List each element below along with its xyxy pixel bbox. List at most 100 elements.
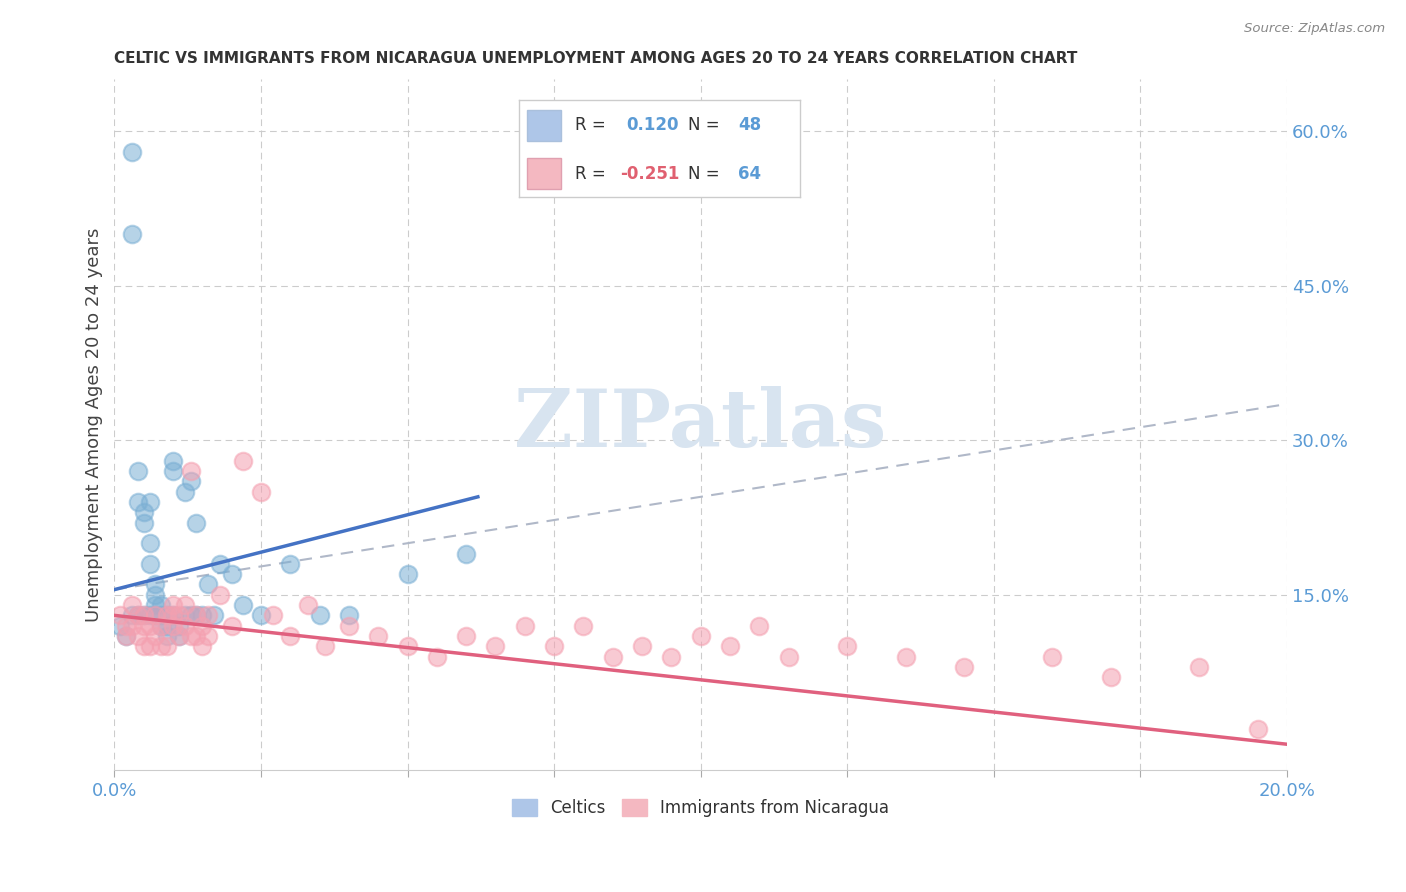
- Point: [162, 464, 184, 478]
- Point: [278, 557, 301, 571]
- Point: [297, 598, 319, 612]
- Text: ZIPatlas: ZIPatlas: [515, 385, 887, 464]
- Point: [250, 608, 273, 623]
- Point: [367, 629, 389, 643]
- Point: [115, 618, 138, 632]
- Point: [145, 608, 167, 623]
- Point: [145, 608, 167, 623]
- Point: [232, 454, 254, 468]
- Point: [167, 608, 190, 623]
- Point: [659, 649, 682, 664]
- Point: [186, 629, 208, 643]
- Point: [484, 640, 506, 654]
- Point: [953, 660, 976, 674]
- Point: [150, 640, 173, 654]
- Point: [718, 640, 741, 654]
- Point: [132, 516, 155, 530]
- Point: [314, 640, 336, 654]
- Point: [197, 577, 219, 591]
- Point: [894, 649, 917, 664]
- Point: [513, 618, 536, 632]
- Point: [456, 547, 478, 561]
- Point: [232, 598, 254, 612]
- Point: [572, 618, 595, 632]
- Point: [191, 608, 214, 623]
- Point: [180, 629, 202, 643]
- Point: [250, 484, 273, 499]
- Point: [145, 598, 167, 612]
- Point: [221, 567, 243, 582]
- Point: [262, 608, 284, 623]
- Point: [110, 608, 132, 623]
- Point: [115, 629, 138, 643]
- Point: [278, 629, 301, 643]
- Point: [162, 598, 184, 612]
- Point: [167, 629, 190, 643]
- Point: [186, 608, 208, 623]
- Point: [115, 629, 138, 643]
- Point: [121, 598, 143, 612]
- Point: [132, 608, 155, 623]
- Point: [1246, 722, 1268, 736]
- Y-axis label: Unemployment Among Ages 20 to 24 years: Unemployment Among Ages 20 to 24 years: [86, 227, 103, 622]
- Point: [180, 608, 202, 623]
- Point: [180, 475, 202, 489]
- Point: [186, 516, 208, 530]
- Point: [208, 557, 231, 571]
- Point: [191, 640, 214, 654]
- Point: [127, 495, 149, 509]
- Point: [1099, 670, 1122, 684]
- Point: [308, 608, 330, 623]
- Point: [110, 618, 132, 632]
- Point: [167, 629, 190, 643]
- Point: [173, 484, 195, 499]
- Point: [337, 608, 360, 623]
- Point: [156, 618, 179, 632]
- Point: [150, 618, 173, 632]
- Point: [138, 640, 160, 654]
- Point: [121, 608, 143, 623]
- Point: [748, 618, 770, 632]
- Point: [173, 598, 195, 612]
- Point: [456, 629, 478, 643]
- Point: [138, 495, 160, 509]
- Point: [208, 588, 231, 602]
- Point: [127, 608, 149, 623]
- Point: [150, 598, 173, 612]
- Point: [138, 608, 160, 623]
- Point: [127, 464, 149, 478]
- Point: [337, 618, 360, 632]
- Point: [602, 649, 624, 664]
- Legend: Celtics, Immigrants from Nicaragua: Celtics, Immigrants from Nicaragua: [505, 792, 896, 824]
- Point: [396, 640, 419, 654]
- Point: [150, 608, 173, 623]
- Point: [138, 536, 160, 550]
- Point: [132, 618, 155, 632]
- Point: [121, 618, 143, 632]
- Point: [145, 629, 167, 643]
- Point: [167, 618, 190, 632]
- Point: [162, 608, 184, 623]
- Point: [173, 618, 195, 632]
- Point: [426, 649, 449, 664]
- Point: [127, 629, 149, 643]
- Point: [156, 608, 179, 623]
- Point: [162, 608, 184, 623]
- Point: [778, 649, 800, 664]
- Text: Source: ZipAtlas.com: Source: ZipAtlas.com: [1244, 22, 1385, 36]
- Point: [173, 608, 195, 623]
- Point: [132, 505, 155, 519]
- Point: [191, 618, 214, 632]
- Point: [156, 640, 179, 654]
- Point: [132, 608, 155, 623]
- Point: [162, 618, 184, 632]
- Point: [150, 618, 173, 632]
- Point: [138, 557, 160, 571]
- Point: [1188, 660, 1211, 674]
- Point: [186, 608, 208, 623]
- Point: [202, 608, 225, 623]
- Point: [121, 145, 143, 159]
- Point: [197, 608, 219, 623]
- Point: [156, 629, 179, 643]
- Point: [1040, 649, 1063, 664]
